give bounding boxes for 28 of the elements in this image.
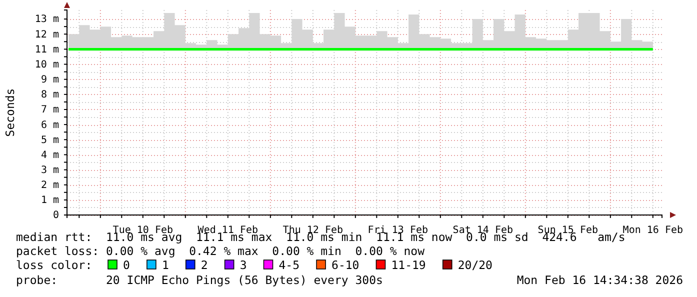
legend-label: 11-19	[391, 258, 426, 272]
legend-label: 0	[123, 258, 130, 272]
y-tick-label: 8 m	[40, 90, 59, 101]
legend-label: 6-10	[332, 258, 360, 272]
y-tick-label: 5 m	[40, 134, 59, 146]
y-axis-title: Seconds	[3, 88, 17, 137]
y-tick-label: 3 m	[40, 164, 59, 176]
y-tick-label: 13 m	[34, 14, 59, 26]
y-tick-label: 7 m	[40, 104, 59, 116]
y-tick-label: 11 m	[34, 44, 59, 56]
text: packet loss: 0.00 % avg 0.42 % max 0.00 % min 0.00 % now	[16, 244, 425, 258]
y-tick-label: 9 m	[40, 74, 59, 86]
y-tick-label: 1 m	[40, 195, 59, 206]
legend-label: 20/20	[458, 258, 493, 272]
y-tick-label: 6 m	[40, 120, 59, 131]
legend-label: 4-5	[278, 258, 300, 272]
text: Mon Feb 16 14:34:38 2026	[516, 273, 684, 287]
y-tick-label: 12 m	[34, 29, 59, 40]
y-tick-label: 4 m	[40, 150, 59, 161]
y-tick-label: 10 m	[34, 59, 59, 70]
text: probe: 20 ICMP Echo Pings (56 Bytes) every 300s	[16, 273, 383, 287]
y-tick-label: 0	[52, 210, 59, 222]
y-tick-label: 2 m	[40, 180, 59, 192]
legend-label: 2	[200, 258, 208, 272]
legend-label: 3	[240, 258, 247, 272]
legend-title: loss color:	[16, 258, 100, 272]
legend-label: 1	[162, 258, 169, 272]
x-tick-label: Mon 16 Feb	[622, 225, 684, 236]
